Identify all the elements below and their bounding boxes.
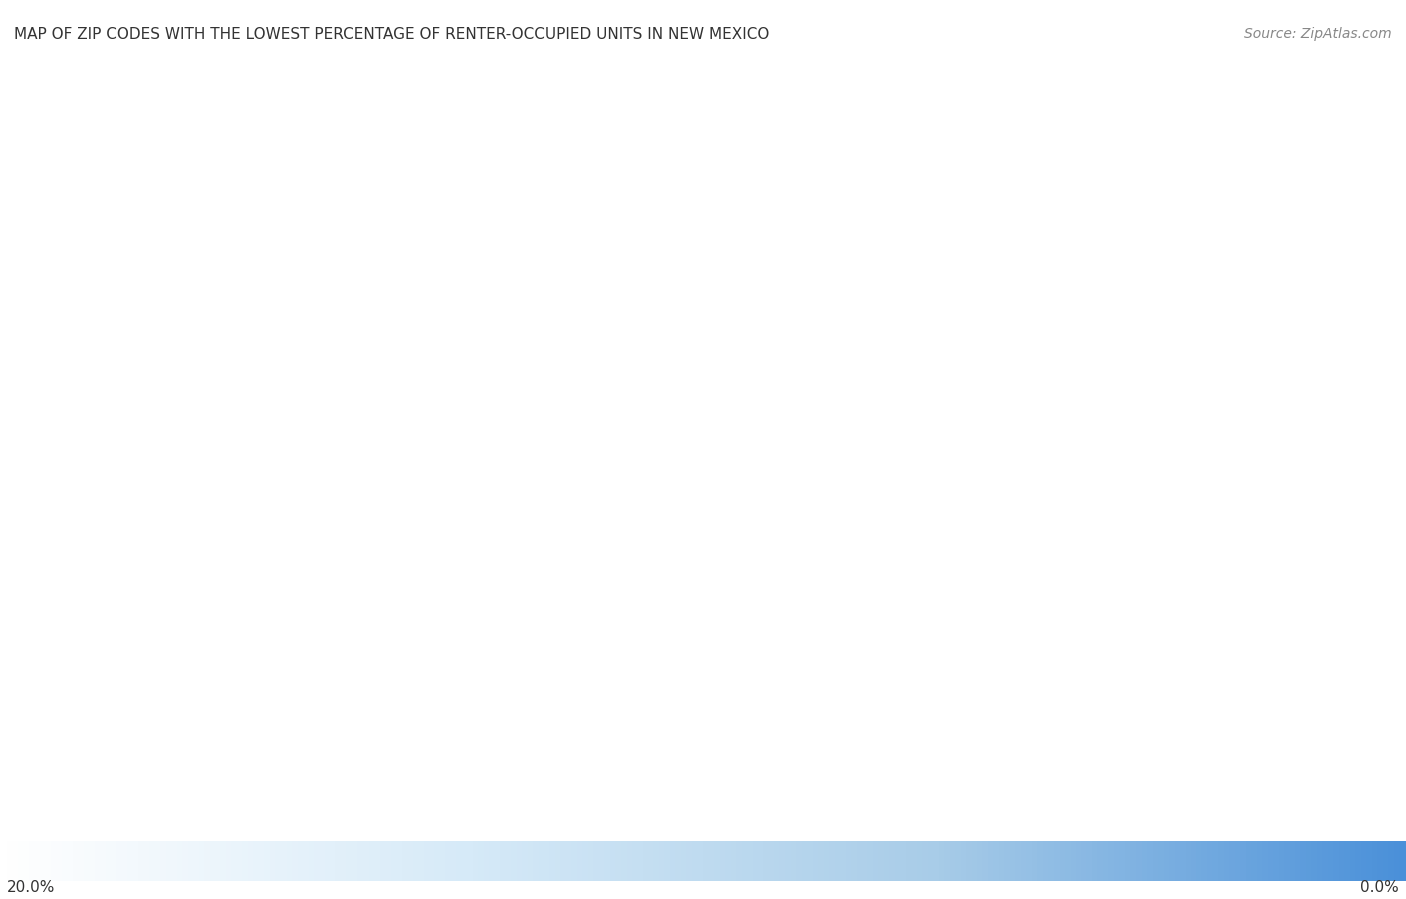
Text: 20.0%: 20.0% — [7, 879, 55, 895]
Text: MAP OF ZIP CODES WITH THE LOWEST PERCENTAGE OF RENTER-OCCUPIED UNITS IN NEW MEXI: MAP OF ZIP CODES WITH THE LOWEST PERCENT… — [14, 27, 769, 42]
Text: Source: ZipAtlas.com: Source: ZipAtlas.com — [1244, 27, 1392, 41]
Text: 0.0%: 0.0% — [1360, 879, 1399, 895]
